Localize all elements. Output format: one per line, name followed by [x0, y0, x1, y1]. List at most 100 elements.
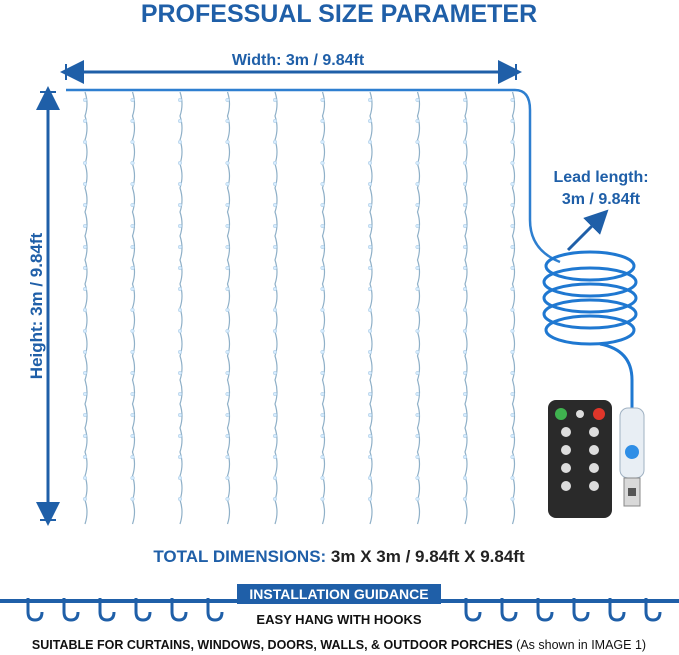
led [225, 496, 230, 502]
led [177, 265, 183, 271]
led [272, 160, 278, 166]
led [177, 202, 183, 208]
led [225, 160, 230, 166]
led [462, 139, 468, 145]
led [225, 97, 230, 103]
led [320, 370, 325, 376]
led [320, 181, 325, 187]
led [415, 328, 420, 334]
led [225, 223, 230, 229]
led [225, 265, 230, 271]
led [415, 475, 420, 481]
led [462, 286, 468, 292]
led [510, 97, 515, 103]
led [367, 454, 373, 460]
led [272, 265, 278, 271]
led [510, 391, 515, 397]
led [272, 391, 278, 397]
led [272, 349, 278, 355]
led [272, 118, 278, 124]
usb-controller [619, 407, 645, 507]
led [462, 370, 468, 376]
led [130, 433, 135, 439]
led [462, 181, 468, 187]
led [82, 139, 88, 145]
led [177, 370, 183, 376]
led [367, 118, 373, 124]
led [225, 328, 230, 334]
led [415, 370, 420, 376]
led [510, 181, 515, 187]
led [177, 97, 183, 103]
led [320, 454, 325, 460]
led [177, 307, 183, 313]
led [177, 412, 183, 418]
led [82, 391, 88, 397]
led [367, 328, 373, 334]
led [225, 433, 230, 439]
led [272, 181, 278, 187]
led [320, 412, 325, 418]
led [130, 370, 135, 376]
led [462, 433, 468, 439]
led [510, 223, 515, 229]
led [415, 181, 420, 187]
led [130, 496, 135, 502]
led [415, 118, 420, 124]
led [225, 307, 230, 313]
led [130, 181, 135, 187]
hook [134, 598, 152, 622]
led [130, 265, 135, 271]
led [177, 286, 183, 292]
led [177, 181, 183, 187]
led [177, 118, 183, 124]
led [130, 475, 135, 481]
hook [536, 598, 554, 622]
led [272, 202, 278, 208]
width-label: Width: 3m / 9.84ft [232, 52, 365, 69]
led [320, 118, 325, 124]
led [82, 307, 88, 313]
led [82, 265, 88, 271]
led [415, 97, 420, 103]
led [462, 454, 468, 460]
hook [464, 598, 482, 622]
led [462, 202, 468, 208]
led [462, 160, 468, 166]
led [272, 286, 278, 292]
led [320, 97, 325, 103]
led [225, 391, 230, 397]
led [367, 202, 373, 208]
led [130, 286, 135, 292]
installation-subheading: EASY HANG WITH HOOKS [256, 612, 421, 627]
led [177, 139, 183, 145]
led [320, 244, 325, 250]
led [462, 412, 468, 418]
installation-note: SUITABLE FOR CURTAINS, WINDOWS, DOORS, W… [32, 638, 646, 652]
led [272, 97, 278, 103]
led [320, 349, 325, 355]
led [272, 139, 278, 145]
led [272, 454, 278, 460]
led [225, 244, 230, 250]
led [130, 118, 135, 124]
led [462, 349, 468, 355]
hook [170, 598, 188, 622]
led [415, 349, 420, 355]
led [367, 412, 373, 418]
led [225, 202, 230, 208]
led [462, 475, 468, 481]
led [320, 307, 325, 313]
led [320, 286, 325, 292]
led [82, 349, 88, 355]
led [130, 307, 135, 313]
led [272, 244, 278, 250]
height-label: Height: 3m / 9.84ft [27, 232, 46, 379]
led [320, 160, 325, 166]
led [177, 244, 183, 250]
led [177, 454, 183, 460]
led [272, 370, 278, 376]
led [130, 139, 135, 145]
